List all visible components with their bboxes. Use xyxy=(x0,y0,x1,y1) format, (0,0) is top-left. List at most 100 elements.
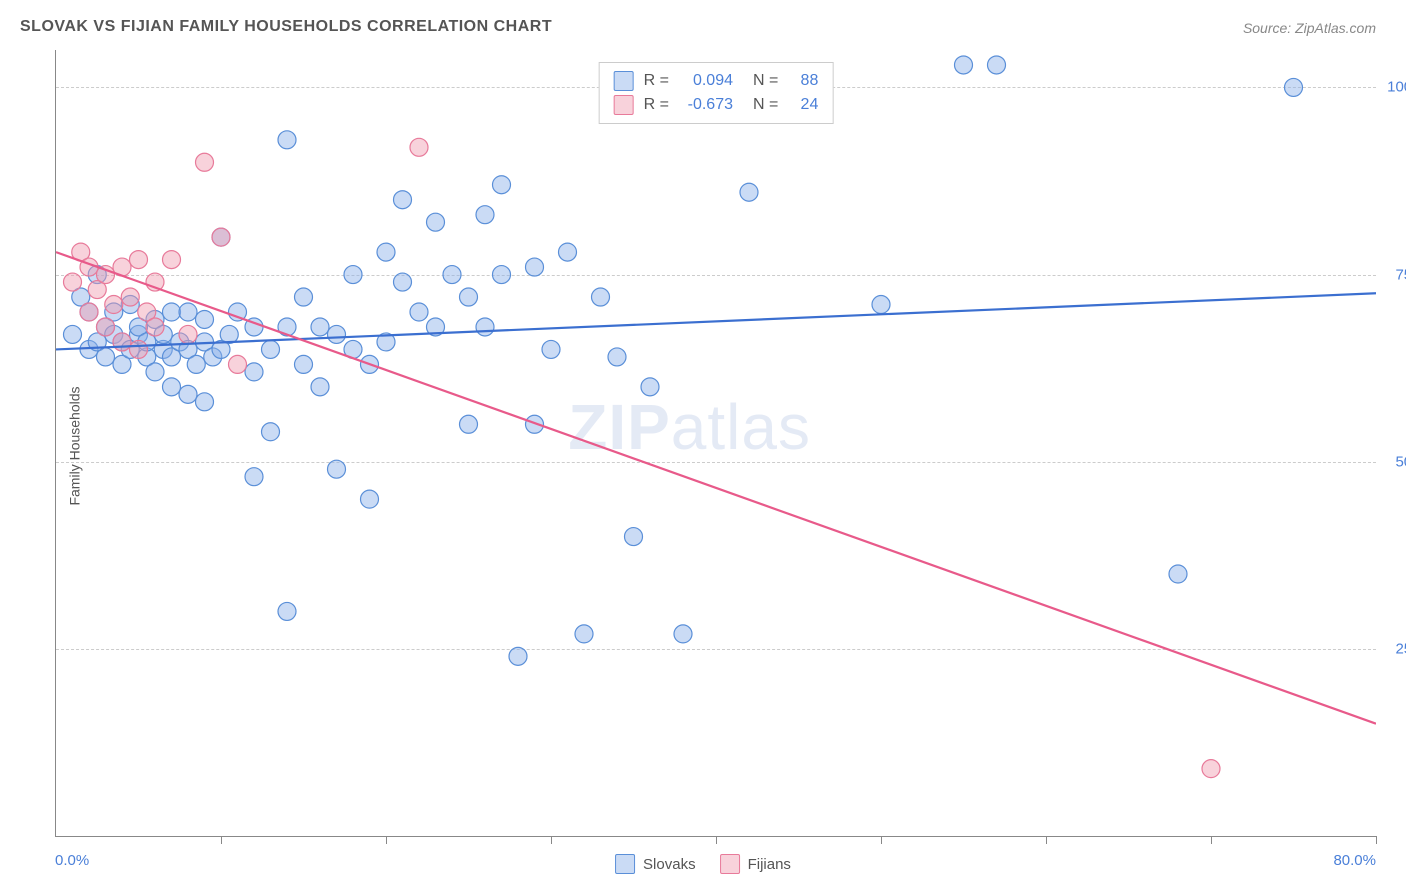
x-max-label: 80.0% xyxy=(1333,852,1376,869)
xtick xyxy=(221,836,222,844)
data-point xyxy=(493,176,511,194)
data-point xyxy=(278,602,296,620)
data-point xyxy=(187,355,205,373)
ytick-label: 75.0% xyxy=(1383,266,1406,283)
data-point xyxy=(542,340,560,358)
data-point xyxy=(196,393,214,411)
swatch-fijians xyxy=(614,95,634,115)
ytick-label: 25.0% xyxy=(1383,640,1406,657)
data-point xyxy=(493,266,511,284)
legend-row-slovaks: R = 0.094 N = 88 xyxy=(614,69,819,93)
xtick xyxy=(1211,836,1212,844)
data-point xyxy=(509,647,527,665)
data-point xyxy=(460,415,478,433)
data-point xyxy=(121,288,139,306)
data-point xyxy=(410,138,428,156)
data-point xyxy=(328,460,346,478)
source-label: Source: ZipAtlas.com xyxy=(1243,20,1376,36)
data-point xyxy=(80,303,98,321)
data-point xyxy=(97,348,115,366)
data-point xyxy=(377,243,395,261)
data-point xyxy=(262,423,280,441)
data-point xyxy=(328,325,346,343)
data-point xyxy=(311,318,329,336)
legend-item-slovaks: Slovaks xyxy=(615,854,696,874)
data-point xyxy=(262,340,280,358)
trend-line xyxy=(56,252,1376,724)
data-point xyxy=(443,266,461,284)
data-point xyxy=(872,296,890,314)
data-point xyxy=(245,363,263,381)
legend-row-fijians: R = -0.673 N = 24 xyxy=(614,93,819,117)
x-min-label: 0.0% xyxy=(55,852,89,869)
xtick xyxy=(716,836,717,844)
data-point xyxy=(146,363,164,381)
data-point xyxy=(163,251,181,269)
data-point xyxy=(344,266,362,284)
data-point xyxy=(592,288,610,306)
data-point xyxy=(476,206,494,224)
xtick xyxy=(1046,836,1047,844)
data-point xyxy=(460,288,478,306)
data-point xyxy=(476,318,494,336)
data-point xyxy=(575,625,593,643)
xtick xyxy=(1376,836,1377,844)
swatch-slovaks-icon xyxy=(615,854,635,874)
n-value-slovaks: 88 xyxy=(788,72,818,90)
data-point xyxy=(740,183,758,201)
data-point xyxy=(1285,78,1303,96)
data-point xyxy=(179,385,197,403)
data-point xyxy=(641,378,659,396)
data-point xyxy=(955,56,973,74)
data-point xyxy=(1202,760,1220,778)
data-point xyxy=(105,296,123,314)
data-point xyxy=(130,251,148,269)
data-point xyxy=(245,468,263,486)
data-point xyxy=(229,355,247,373)
r-value-fijians: -0.673 xyxy=(679,96,733,114)
swatch-slovaks xyxy=(614,71,634,91)
swatch-fijians-icon xyxy=(720,854,740,874)
r-value-slovaks: 0.094 xyxy=(679,72,733,90)
data-point xyxy=(179,325,197,343)
data-point xyxy=(146,318,164,336)
data-point xyxy=(625,528,643,546)
data-point xyxy=(179,303,197,321)
data-point xyxy=(394,191,412,209)
correlation-legend: R = 0.094 N = 88 R = -0.673 N = 24 xyxy=(599,62,834,124)
data-point xyxy=(212,228,230,246)
data-point xyxy=(410,303,428,321)
data-point xyxy=(674,625,692,643)
plot-area: ZIPatlas R = 0.094 N = 88 R = -0.673 N =… xyxy=(55,50,1376,837)
chart-container: SLOVAK VS FIJIAN FAMILY HOUSEHOLDS CORRE… xyxy=(0,0,1406,892)
data-point xyxy=(1169,565,1187,583)
series-legend: Slovaks Fijians xyxy=(615,854,791,874)
ytick-label: 100.0% xyxy=(1383,79,1406,96)
n-value-fijians: 24 xyxy=(788,96,818,114)
data-point xyxy=(311,378,329,396)
xtick xyxy=(386,836,387,844)
legend-item-fijians: Fijians xyxy=(720,854,791,874)
data-point xyxy=(64,325,82,343)
xtick xyxy=(551,836,552,844)
data-point xyxy=(64,273,82,291)
ytick-label: 50.0% xyxy=(1383,453,1406,470)
data-point xyxy=(526,258,544,276)
data-point xyxy=(608,348,626,366)
data-point xyxy=(427,213,445,231)
scatter-plot xyxy=(56,50,1376,836)
data-point xyxy=(113,333,131,351)
data-point xyxy=(295,355,313,373)
data-point xyxy=(278,131,296,149)
data-point xyxy=(988,56,1006,74)
data-point xyxy=(361,490,379,508)
data-point xyxy=(163,303,181,321)
data-point xyxy=(163,378,181,396)
data-point xyxy=(97,318,115,336)
data-point xyxy=(196,153,214,171)
data-point xyxy=(295,288,313,306)
data-point xyxy=(196,310,214,328)
xtick xyxy=(881,836,882,844)
chart-title: SLOVAK VS FIJIAN FAMILY HOUSEHOLDS CORRE… xyxy=(20,18,552,36)
data-point xyxy=(394,273,412,291)
